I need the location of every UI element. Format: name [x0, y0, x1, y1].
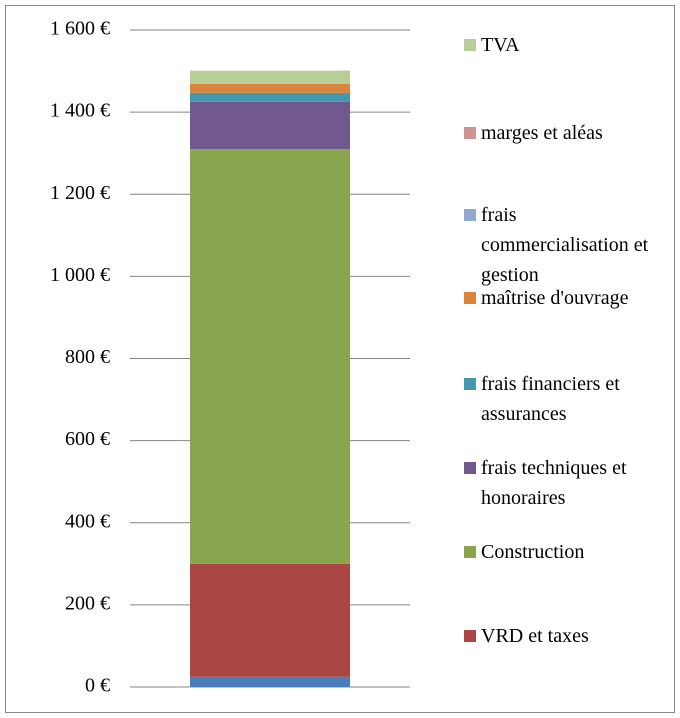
y-tick-label: 1 600 €	[50, 18, 110, 40]
legend-swatch	[464, 292, 476, 304]
legend-entry: frais techniques et honoraires	[481, 457, 627, 509]
legend-swatch	[464, 127, 476, 139]
legend-label: marges et aléas	[481, 122, 603, 144]
legend-swatch	[464, 209, 476, 221]
bar-segment	[190, 83, 350, 93]
legend-entry: frais financiers et assurances	[481, 373, 620, 425]
legend-swatch	[464, 462, 476, 474]
legend-entry: maîtrise d'ouvrage	[481, 287, 629, 309]
y-tick-label: 1 400 €	[50, 100, 110, 122]
legend-entry: Construction	[481, 541, 585, 563]
legend-label: frais techniques et honoraires	[481, 457, 627, 509]
y-tick-label: 0 €	[85, 675, 110, 697]
legend-entry: marges et aléas	[481, 122, 603, 144]
legend-entry: VRD et taxes	[481, 625, 589, 647]
y-tick-label: 400 €	[65, 510, 110, 532]
y-tick-label: 800 €	[65, 346, 110, 368]
legend-label: frais commercialisation et gestion	[481, 204, 649, 286]
legend-label: VRD et taxes	[481, 625, 589, 647]
legend-label: Construction	[481, 541, 585, 563]
legend-entry: frais commercialisation et gestion	[481, 204, 649, 286]
legend-label: maîtrise d'ouvrage	[481, 287, 629, 309]
y-tick-label: 1 200 €	[50, 182, 110, 204]
legend-swatch	[464, 546, 476, 558]
legend-swatch	[464, 630, 476, 642]
y-tick-label: 1 000 €	[50, 264, 110, 286]
legend-swatch	[464, 39, 476, 51]
legend-swatch	[464, 378, 476, 390]
bar-segment	[190, 70, 350, 84]
bar-segment	[190, 101, 350, 150]
legend-entry: TVA	[481, 34, 520, 56]
legend-label: TVA	[481, 34, 520, 56]
bar-segment	[190, 676, 350, 687]
bar-segment	[190, 92, 350, 102]
bar-segment	[190, 149, 350, 564]
y-tick-label: 200 €	[65, 592, 110, 614]
legend-label: frais financiers et assurances	[481, 373, 620, 425]
y-tick-label: 600 €	[65, 428, 110, 450]
bar-segment	[190, 563, 350, 677]
